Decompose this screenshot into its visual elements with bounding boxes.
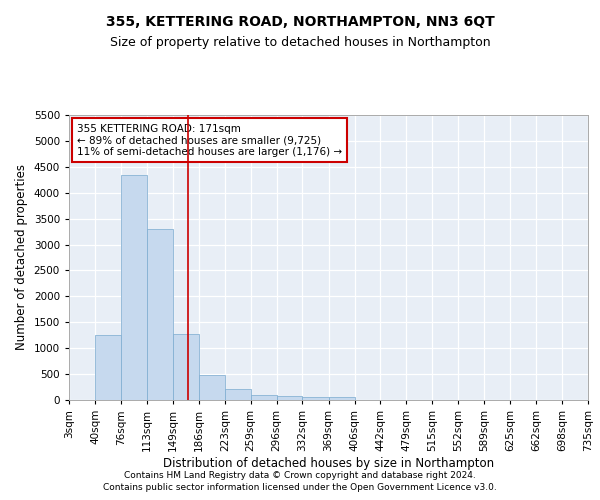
Bar — [199, 374, 225, 400]
Text: 355 KETTERING ROAD: 171sqm
← 89% of detached houses are smaller (9,725)
11% of s: 355 KETTERING ROAD: 171sqm ← 89% of deta… — [77, 124, 342, 157]
Text: Size of property relative to detached houses in Northampton: Size of property relative to detached ho… — [110, 36, 490, 49]
Y-axis label: Number of detached properties: Number of detached properties — [15, 164, 28, 350]
Bar — [277, 396, 302, 400]
X-axis label: Distribution of detached houses by size in Northampton: Distribution of detached houses by size … — [163, 456, 494, 469]
Bar — [302, 397, 329, 400]
Text: 355, KETTERING ROAD, NORTHAMPTON, NN3 6QT: 355, KETTERING ROAD, NORTHAMPTON, NN3 6Q… — [106, 16, 494, 30]
Bar — [173, 334, 199, 400]
Bar — [95, 335, 121, 400]
Bar — [329, 397, 355, 400]
Text: Contains HM Land Registry data © Crown copyright and database right 2024.: Contains HM Land Registry data © Crown c… — [124, 472, 476, 480]
Bar — [251, 396, 277, 400]
Bar — [225, 389, 251, 400]
Bar — [121, 175, 147, 400]
Text: Contains public sector information licensed under the Open Government Licence v3: Contains public sector information licen… — [103, 483, 497, 492]
Bar — [147, 229, 173, 400]
